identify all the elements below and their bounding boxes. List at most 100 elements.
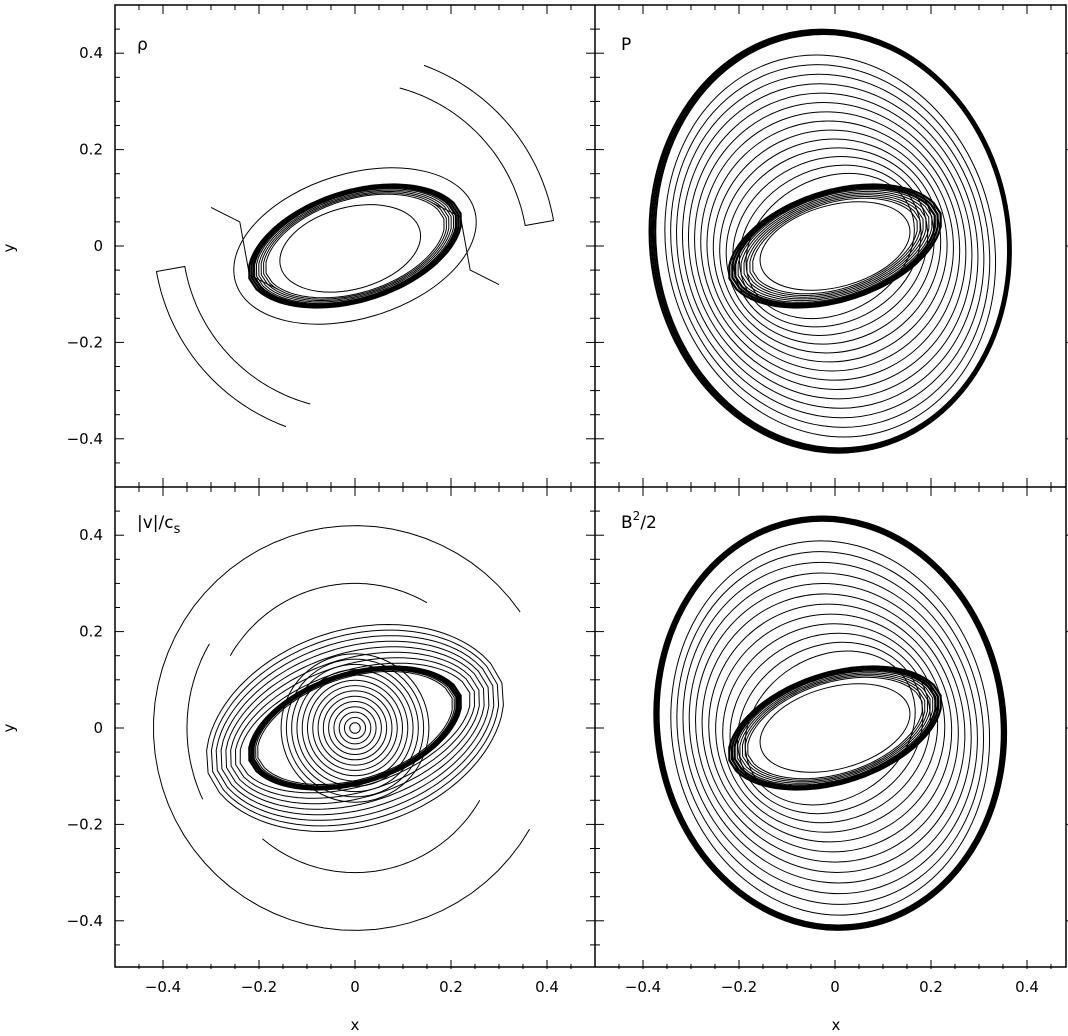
- y-tick-label: −0.4: [67, 912, 103, 930]
- pressure-contour: [745, 172, 915, 320]
- mach-concentric-circle: [349, 722, 361, 734]
- magnetic-shock-contour: [728, 665, 942, 791]
- rho-inner-contour: [279, 204, 422, 293]
- panel-label-magnetic: B2/2: [621, 509, 657, 533]
- mach-shock-contour: [255, 669, 455, 787]
- magnetic-shock-contour: [744, 675, 926, 781]
- y-tick-label: −0.2: [67, 815, 103, 833]
- magnetic-contour: [682, 561, 978, 895]
- x-tick-label: 0: [350, 978, 360, 996]
- panel-label-rho: ρ: [137, 35, 148, 55]
- magnetic-contour: [688, 572, 972, 884]
- magnetic-contour: [715, 613, 946, 843]
- panel-label-magnetic-tail: /2: [640, 513, 657, 533]
- x-tick-label: 0.4: [535, 978, 559, 996]
- magnetic-contour: [695, 583, 966, 873]
- mach-concentric-circle: [338, 711, 372, 745]
- mach-lens-contour: [215, 635, 495, 821]
- magnetic-shock-contour: [730, 667, 940, 789]
- mach-shock-contour: [248, 665, 462, 791]
- mach-shock-contour: [257, 671, 453, 785]
- pressure-contour: [706, 120, 954, 372]
- mach-contour: [186, 643, 210, 800]
- rho-spiral-arm: [155, 265, 311, 428]
- pressure-inner-contour: [759, 201, 911, 291]
- pressure-contour: [681, 83, 979, 409]
- y-tick-label: −0.2: [67, 333, 103, 351]
- magnetic-blast-wave: [653, 515, 1008, 931]
- magnetic-contour: [708, 603, 953, 853]
- panel-label-pressure: P: [621, 35, 631, 55]
- pressure-blast-wave: [650, 30, 1011, 453]
- magnetic-blast-wave: [656, 518, 1005, 928]
- pressure-blast-wave: [648, 28, 1012, 454]
- panel-label-mach-sub: s: [174, 522, 181, 537]
- x-tick-label: −0.4: [625, 978, 661, 996]
- pressure-contour: [712, 129, 948, 363]
- y-axis-label-bottom: y: [0, 723, 18, 732]
- mach-concentric-circle: [317, 690, 393, 766]
- pressure-shock-contour: [728, 183, 942, 309]
- pressure-contour: [694, 102, 967, 390]
- mach-lens-contour: [225, 646, 485, 810]
- y-tick-label: 0.4: [79, 526, 103, 544]
- y-tick-label: −0.4: [67, 430, 103, 448]
- y-tick-label: 0: [93, 237, 103, 255]
- x-tick-label: 0: [830, 978, 840, 996]
- mach-lens-contour: [230, 651, 480, 805]
- x-tick-label: −0.2: [241, 978, 277, 996]
- pressure-shock-contour: [734, 186, 936, 306]
- pressure-shock-contour: [752, 197, 918, 295]
- magnetic-shock-contour: [736, 670, 934, 786]
- x-tick-label: −0.4: [145, 978, 181, 996]
- pressure-contour: [700, 111, 961, 381]
- mach-lens-contour: [234, 657, 476, 799]
- rho-shock-contour: [260, 191, 450, 301]
- mach-concentric-circle: [280, 653, 430, 803]
- rho-contour: [210, 206, 279, 290]
- rho-shock-contour: [258, 189, 452, 303]
- mach-concentric-circle: [312, 685, 398, 771]
- y-tick-label: 0.4: [79, 44, 103, 62]
- mach-lens-contour: [220, 640, 490, 816]
- x-axis-label-left: x: [351, 1016, 360, 1034]
- panels-group: [114, 4, 1067, 968]
- rho-contour: [431, 202, 500, 286]
- magnetic-blast-wave: [654, 516, 1006, 930]
- pressure-contour: [664, 54, 997, 438]
- rho-shock-contour: [263, 192, 447, 300]
- mach-lens-contour: [239, 662, 471, 794]
- pressure-contour: [670, 64, 991, 428]
- mach-lens-contour: [206, 623, 504, 833]
- x-axis-label-right: x: [832, 1016, 841, 1034]
- rho-shock-contour: [255, 188, 455, 304]
- magnetic-contour: [670, 540, 991, 916]
- panel-label-magnetic-main: B: [621, 513, 633, 533]
- mach-concentric-circle: [322, 695, 388, 761]
- rho-shock-contour: [250, 184, 460, 308]
- mach-shock-contour: [252, 667, 458, 789]
- panel-label-magnetic-sup: 2: [633, 509, 641, 523]
- y-tick-label: 0.2: [79, 623, 103, 641]
- x-tick-label: −0.2: [721, 978, 757, 996]
- pressure-contour: [738, 164, 922, 328]
- magnetic-contour: [676, 551, 985, 905]
- pressure-shock-contour: [737, 189, 933, 303]
- magnetic-contour: [729, 632, 931, 824]
- mach-outer-front: [153, 525, 531, 931]
- y-axis-label-top: y: [0, 243, 18, 252]
- mach-concentric-circle: [328, 700, 382, 756]
- pressure-contour: [676, 73, 985, 419]
- mach-concentric-circle: [343, 716, 367, 740]
- x-tick-label: 0.4: [1015, 978, 1039, 996]
- x-tick-label: 0.2: [439, 978, 463, 996]
- mach-lens-contour: [210, 629, 500, 827]
- mach-contour: [229, 582, 428, 656]
- pressure-shock-contour: [731, 185, 939, 307]
- mach-concentric-circle: [291, 663, 419, 793]
- magnetic-shock-contour: [741, 673, 929, 783]
- pressure-shock-contour: [749, 196, 921, 296]
- pressure-shock-contour: [746, 194, 924, 298]
- plot-frame: [114, 4, 1067, 968]
